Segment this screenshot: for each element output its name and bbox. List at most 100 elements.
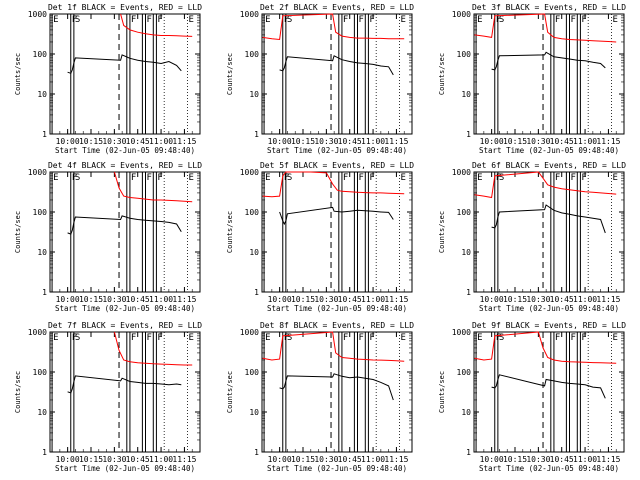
x-tick-label: 10:15	[79, 455, 103, 464]
marker-label: F	[343, 173, 348, 183]
marker-label: S	[75, 173, 80, 183]
x-axis-label: Start Time (02-Jun-05 09:48:40)	[267, 146, 407, 155]
y-tick-label: 1	[254, 448, 259, 457]
marker-label: F	[147, 15, 152, 25]
marker-label: F	[496, 173, 501, 183]
marker-label: E	[613, 15, 618, 25]
y-tick-label: 100	[33, 50, 48, 59]
x-tick-label: 10:15	[291, 455, 315, 464]
x-tick-label: 11:15	[384, 295, 408, 304]
marker-label: F	[555, 333, 560, 343]
x-tick-label: 11:00	[361, 455, 385, 464]
x-tick-label: 10:45	[126, 455, 150, 464]
x-tick-label: 10:30	[526, 295, 550, 304]
y-tick-label: 1	[42, 288, 47, 297]
x-tick-label: 10:45	[338, 137, 362, 146]
marker-label: E	[613, 333, 618, 343]
y-tick-label: 100	[245, 50, 260, 59]
y-tick-label: 10	[37, 248, 47, 257]
marker-label: S	[287, 173, 292, 183]
x-tick-label: 10:30	[526, 137, 550, 146]
panel-title: Det 3f BLACK = Events, RED = LLD	[472, 3, 626, 12]
marker-label: F	[571, 15, 576, 25]
series-lld-line	[113, 331, 193, 366]
y-tick-label: 1000	[240, 10, 259, 19]
marker-label: F	[131, 333, 136, 343]
x-tick-label: 11:15	[172, 295, 196, 304]
x-tick-label: 10:30	[526, 455, 550, 464]
marker-label: E	[189, 173, 194, 183]
series-lld-line	[262, 13, 405, 41]
marker-label: F	[581, 15, 586, 25]
y-tick-label: 1000	[28, 10, 47, 19]
marker-label: F	[555, 173, 560, 183]
plot-frame	[49, 13, 201, 135]
marker-label: E	[265, 333, 270, 343]
y-tick-label: 100	[245, 208, 260, 217]
y-tick-label: 1	[254, 130, 259, 139]
marker-label: E	[477, 333, 482, 343]
x-tick-label: 10:30	[102, 295, 126, 304]
marker-label: F	[157, 173, 162, 183]
y-axis-label: Counts/sec	[226, 53, 234, 95]
x-tick-label: 11:15	[596, 455, 620, 464]
marker-label: F	[131, 15, 136, 25]
marker-label: F	[72, 15, 77, 25]
x-tick-label: 11:15	[596, 137, 620, 146]
marker-label: S	[287, 15, 292, 25]
y-axis-label: Counts/sec	[438, 211, 446, 253]
series-lld-line	[474, 331, 617, 364]
marker-label: F	[72, 173, 77, 183]
x-tick-label: 10:15	[79, 137, 103, 146]
y-tick-label: 100	[457, 368, 472, 377]
x-axis-label: Start Time (02-Jun-05 09:48:40)	[55, 146, 195, 155]
marker-label: F	[147, 333, 152, 343]
x-tick-label: 10:30	[102, 137, 126, 146]
y-tick-label: 100	[245, 368, 260, 377]
y-tick-label: 1000	[452, 168, 471, 177]
y-tick-label: 10	[37, 90, 47, 99]
marker-label: E	[265, 173, 270, 183]
x-tick-label: 10:00	[268, 455, 292, 464]
y-axis-label: Counts/sec	[438, 371, 446, 413]
x-tick-label: 10:15	[503, 137, 527, 146]
x-tick-label: 10:15	[503, 295, 527, 304]
y-tick-label: 10	[249, 408, 259, 417]
x-axis-label: Start Time (02-Jun-05 09:48:40)	[267, 304, 407, 313]
x-tick-label: 10:30	[314, 295, 338, 304]
plot-frame	[49, 171, 201, 293]
x-tick-label: 11:00	[149, 295, 173, 304]
marker-label: F	[72, 333, 77, 343]
marker-label: F	[359, 15, 364, 25]
x-tick-label: 10:00	[56, 455, 80, 464]
x-tick-label: 11:15	[596, 295, 620, 304]
series-lld-line	[113, 171, 193, 203]
series-events-line	[491, 374, 606, 399]
marker-label: F	[157, 333, 162, 343]
plot-frame	[473, 331, 625, 453]
y-axis-label: Counts/sec	[14, 211, 22, 253]
marker-label: F	[343, 333, 348, 343]
y-axis-label: Counts/sec	[438, 53, 446, 95]
x-tick-label: 11:00	[573, 137, 597, 146]
marker-label: E	[189, 333, 194, 343]
y-tick-label: 10	[37, 408, 47, 417]
y-axis-label: Counts/sec	[226, 211, 234, 253]
marker-label: F	[571, 173, 576, 183]
panel-title: Det 8f BLACK = Events, RED = LLD	[260, 321, 414, 330]
x-tick-label: 10:15	[503, 455, 527, 464]
marker-label: E	[401, 15, 406, 25]
x-tick-label: 11:00	[573, 295, 597, 304]
x-tick-label: 10:15	[291, 137, 315, 146]
y-tick-label: 1	[466, 130, 471, 139]
x-axis-label: Start Time (02-Jun-05 09:48:40)	[55, 304, 195, 313]
marker-label: F	[369, 173, 374, 183]
x-tick-label: 10:45	[338, 455, 362, 464]
marker-label: S	[287, 333, 292, 343]
